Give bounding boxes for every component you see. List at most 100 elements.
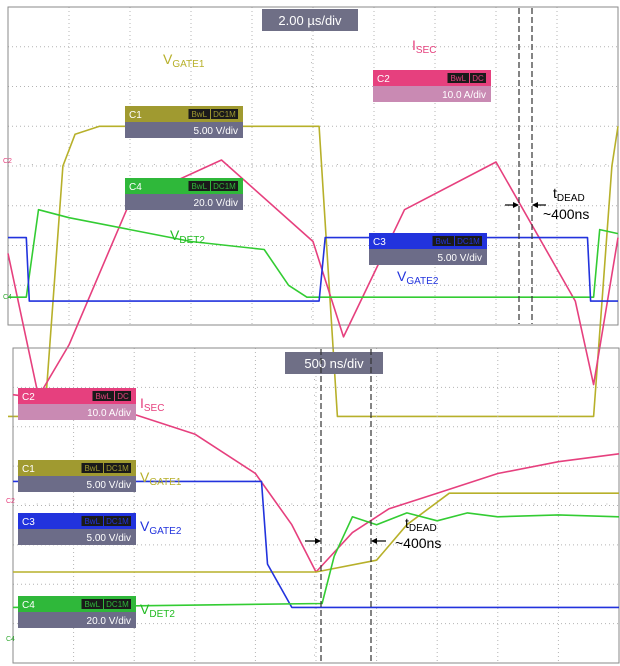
top-c1-info-box: C1 DC1M BwL 5.00 V/div (125, 106, 243, 138)
bottom-dead-time-arrows (305, 538, 386, 544)
channel-id: C1 (22, 464, 35, 475)
top-tdead-value: ~400ns (543, 206, 589, 222)
top-trace-v-det2 (8, 208, 619, 298)
channel-id: C4 (22, 600, 35, 611)
channel-scale: 5.00 V/div (87, 533, 131, 544)
channel-badge: DC1M (106, 464, 129, 473)
bottom-vdet2-label: VDET2 (140, 601, 175, 620)
channel-box-body (18, 612, 136, 628)
bottom-tdead-value: ~400ns (395, 535, 441, 551)
channel-box-body (18, 404, 136, 420)
channel-badge: BwL (191, 110, 207, 119)
top-c2-info-box: C2 DC BwL 10.0 A/div (373, 70, 491, 102)
bottom-timebase: 500 ns/div (285, 352, 383, 374)
channel-box-body (373, 86, 491, 102)
channel-badge-bg (81, 463, 103, 473)
channel-badge: DC1M (213, 110, 236, 119)
bottom-panel: 500 ns/div C2 C4 ISEC VGATE1 VGATE2 VDET… (6, 347, 620, 664)
bottom-c3-info-box: C3 DC1M BwL 5.00 V/div (18, 513, 136, 545)
channel-badge: BwL (435, 237, 451, 246)
top-trace-v-gate1 (8, 125, 619, 418)
channel-scale: 5.00 V/div (87, 480, 131, 491)
channel-badge: DC1M (106, 600, 129, 609)
channel-badge: DC1M (457, 237, 480, 246)
channel-box-body (369, 249, 487, 265)
bottom-vgate2-label: VGATE2 (140, 518, 182, 537)
channel-box-body (125, 122, 243, 138)
channel-badge: DC1M (213, 182, 236, 191)
bottom-traces (12, 393, 620, 609)
top-c4-info-box: C4 DC1M BwL 20.0 V/div (125, 178, 243, 210)
channel-badge: BwL (84, 600, 100, 609)
channel-badge-bg (470, 73, 486, 83)
channel-badge: DC (117, 392, 129, 401)
bottom-c2-info-box: C2 DC BwL 10.0 A/div (18, 388, 136, 420)
channel-id: C2 (377, 74, 390, 85)
channel-badge-bg (115, 391, 131, 401)
channel-scale: 20.0 V/div (194, 198, 238, 209)
top-dead-time-arrows (505, 202, 546, 208)
bottom-c2-marker: C2 (6, 498, 15, 505)
top-vgate2-label: VGATE2 (397, 268, 439, 287)
top-grid (7, 6, 619, 326)
top-tdead-label: tDEAD (553, 185, 585, 204)
top-frame (7, 6, 619, 326)
top-c3-info-box: C3 DC1M BwL 5.00 V/div (369, 233, 487, 265)
channel-badge-bg (92, 391, 114, 401)
channel-id: C4 (129, 182, 142, 193)
channel-badge-bg (455, 236, 482, 246)
channel-badge-bg (211, 109, 238, 119)
top-traces (7, 125, 619, 418)
top-timebase: 2.00 µs/div (262, 9, 358, 31)
channel-badge-bg (81, 516, 103, 526)
bottom-frame (12, 347, 620, 664)
channel-badge-bg (104, 599, 131, 609)
channel-box-body (125, 194, 243, 210)
channel-badge-bg (188, 181, 210, 191)
channel-box-body (18, 529, 136, 545)
channel-id: C1 (129, 110, 142, 121)
bottom-c1-info-box: C1 DC1M BwL 5.00 V/div (18, 460, 136, 492)
channel-badge-bg (211, 181, 238, 191)
bottom-c4-info-box: C4 DC1M BwL 20.0 V/div (18, 596, 136, 628)
channel-id: C3 (373, 237, 386, 248)
channel-box-body (18, 476, 136, 492)
channel-badge: BwL (84, 517, 100, 526)
top-vgate1-label: VGATE1 (163, 51, 205, 70)
top-trace-i-sec (7, 159, 619, 398)
channel-badge-bg (81, 599, 103, 609)
bottom-trace-v-det2 (12, 512, 620, 609)
channel-badge: BwL (84, 464, 100, 473)
channel-badge-bg (447, 73, 469, 83)
top-vdet2-label: VDET2 (170, 227, 205, 246)
top-isec-label: ISEC (412, 37, 436, 56)
top-c2-marker: C2 (3, 158, 12, 165)
channel-scale: 10.0 A/div (87, 408, 131, 419)
channel-scale: 10.0 A/div (442, 90, 486, 101)
bottom-timebase-text: 500 ns/div (304, 356, 364, 371)
channel-id: C3 (22, 517, 35, 528)
top-c4-marker: C4 (3, 294, 12, 301)
channel-scale: 5.00 V/div (438, 253, 482, 264)
top-panel: 2.00 µs/div C2 C4 VGATE1 ISEC VDET2 VGAT… (3, 6, 619, 418)
channel-badge-bg (188, 109, 210, 119)
channel-badge-bg (432, 236, 454, 246)
bottom-isec-label: ISEC (140, 395, 164, 414)
top-timebase-text: 2.00 µs/div (278, 13, 342, 28)
bottom-tdead-label: tDEAD (405, 515, 437, 534)
bottom-c4-marker: C4 (6, 636, 15, 643)
channel-scale: 20.0 V/div (87, 616, 131, 627)
channel-badge: BwL (95, 392, 111, 401)
bottom-trace-v-gate2 (13, 480, 619, 609)
channel-badge-bg (104, 463, 131, 473)
channel-badge: BwL (191, 182, 207, 191)
channel-id: C2 (22, 392, 35, 403)
channel-badge: DC (472, 74, 484, 83)
bottom-trace-v-gate1 (13, 492, 619, 573)
bottom-vgate1-label: VGATE1 (140, 469, 182, 488)
channel-badge: BwL (450, 74, 466, 83)
channel-badge-bg (104, 516, 131, 526)
top-trace-v-gate2 (8, 236, 618, 302)
channel-scale: 5.00 V/div (194, 126, 238, 137)
